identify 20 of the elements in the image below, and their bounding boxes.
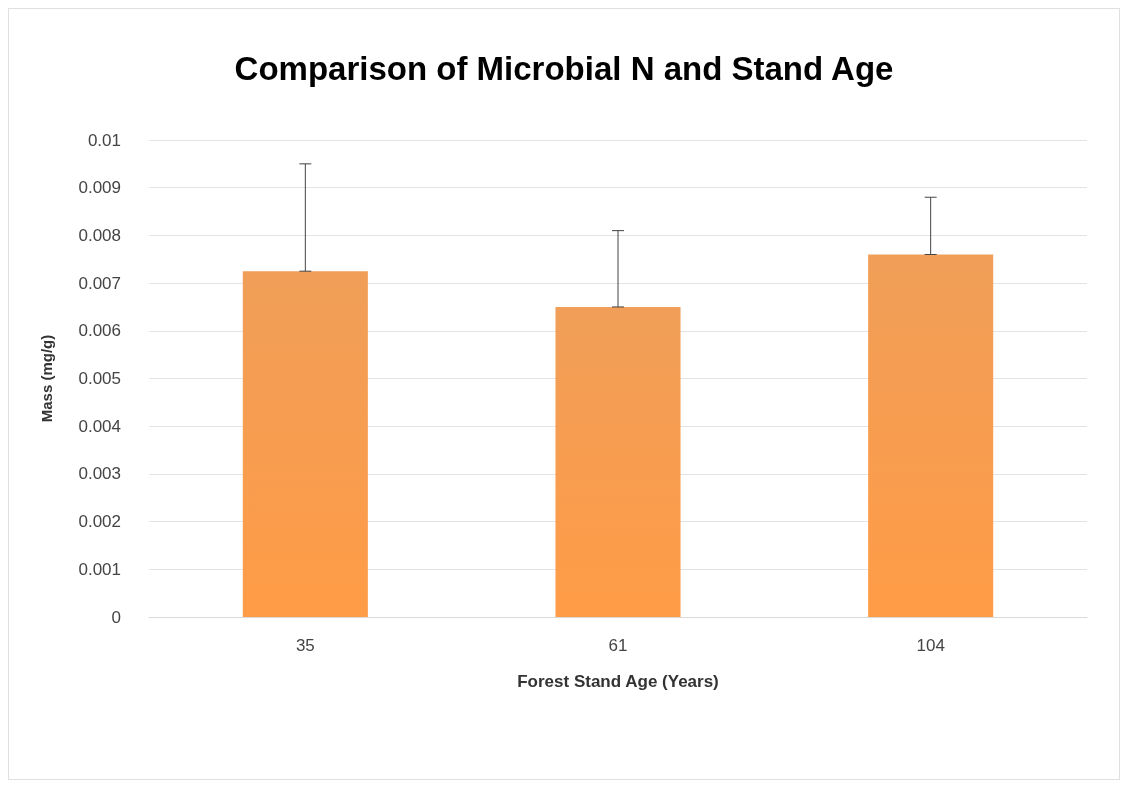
y-tick-label: 0.005 (78, 369, 121, 388)
y-tick-label: 0.003 (78, 464, 121, 484)
bar (242, 271, 368, 617)
y-tick-label: 0 (111, 607, 121, 627)
x-axis-title: Forest Stand Age (Years) (517, 672, 719, 691)
y-tick-label: 0.002 (78, 512, 121, 532)
bar (868, 254, 994, 617)
x-tick-label: 61 (608, 636, 628, 655)
y-tick-label: 0.01 (87, 130, 121, 150)
bar (555, 306, 681, 617)
y-tick-label: 0.004 (78, 416, 121, 436)
y-axis-title: Mass (mg/g) (38, 334, 55, 423)
y-tick-label: 0.008 (78, 225, 121, 245)
y-tick-label: 0.009 (78, 178, 121, 198)
y-tick-label: 0.001 (78, 559, 121, 579)
x-tick-label: 104 (916, 636, 945, 655)
x-tick-label: 35 (295, 636, 315, 655)
y-tick-label: 0.007 (78, 273, 121, 293)
chart-title: Comparison of Microbial N and Stand Age (234, 50, 894, 87)
y-tick-label: 0.006 (78, 321, 121, 341)
